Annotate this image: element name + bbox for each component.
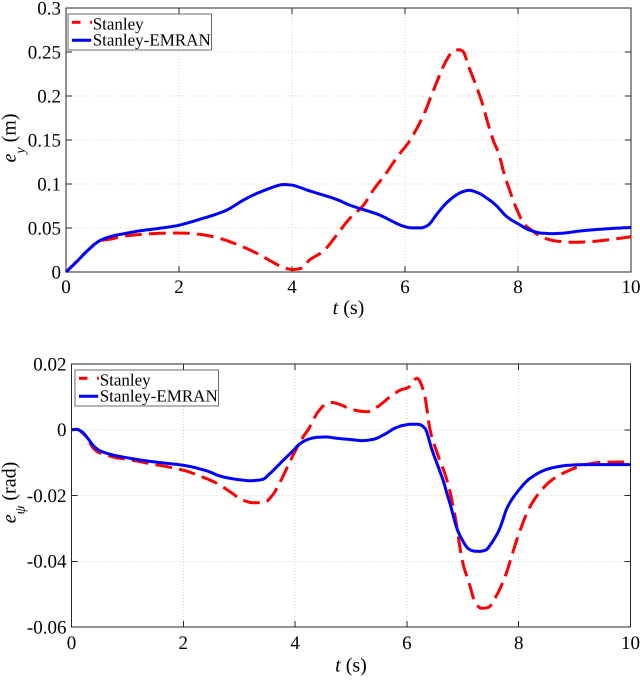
- svg-text:0: 0: [61, 277, 71, 298]
- svg-text:10: 10: [622, 277, 640, 298]
- svg-text:0: 0: [57, 420, 67, 441]
- svg-text:t (s): t (s): [335, 655, 367, 677]
- svg-text:2: 2: [179, 633, 189, 654]
- svg-text:0.15: 0.15: [28, 130, 61, 151]
- svg-text:0.25: 0.25: [28, 42, 61, 63]
- svg-text:0: 0: [52, 262, 62, 283]
- svg-text:0.05: 0.05: [28, 218, 61, 239]
- svg-text:6: 6: [402, 633, 412, 654]
- svg-text:4: 4: [290, 633, 300, 654]
- svg-text:t (s): t (s): [333, 297, 365, 319]
- svg-text:0.2: 0.2: [37, 86, 61, 107]
- svg-text:6: 6: [400, 277, 410, 298]
- svg-text:-0.06: -0.06: [27, 617, 67, 638]
- svg-text:10: 10: [621, 633, 640, 654]
- svg-text:8: 8: [513, 277, 523, 298]
- svg-text:2: 2: [174, 277, 184, 298]
- svg-text:0: 0: [67, 633, 77, 654]
- svg-text:Stanley-EMRAN: Stanley-EMRAN: [100, 387, 218, 406]
- svg-text:8: 8: [514, 633, 524, 654]
- svg-text:4: 4: [287, 277, 297, 298]
- svg-text:0.02: 0.02: [33, 354, 66, 375]
- svg-text:-0.02: -0.02: [27, 486, 67, 507]
- svg-text:0.3: 0.3: [37, 0, 61, 19]
- svg-text:-0.04: -0.04: [27, 552, 67, 573]
- svg-text:0.1: 0.1: [37, 174, 61, 195]
- svg-text:Stanley-EMRAN: Stanley-EMRAN: [93, 31, 211, 50]
